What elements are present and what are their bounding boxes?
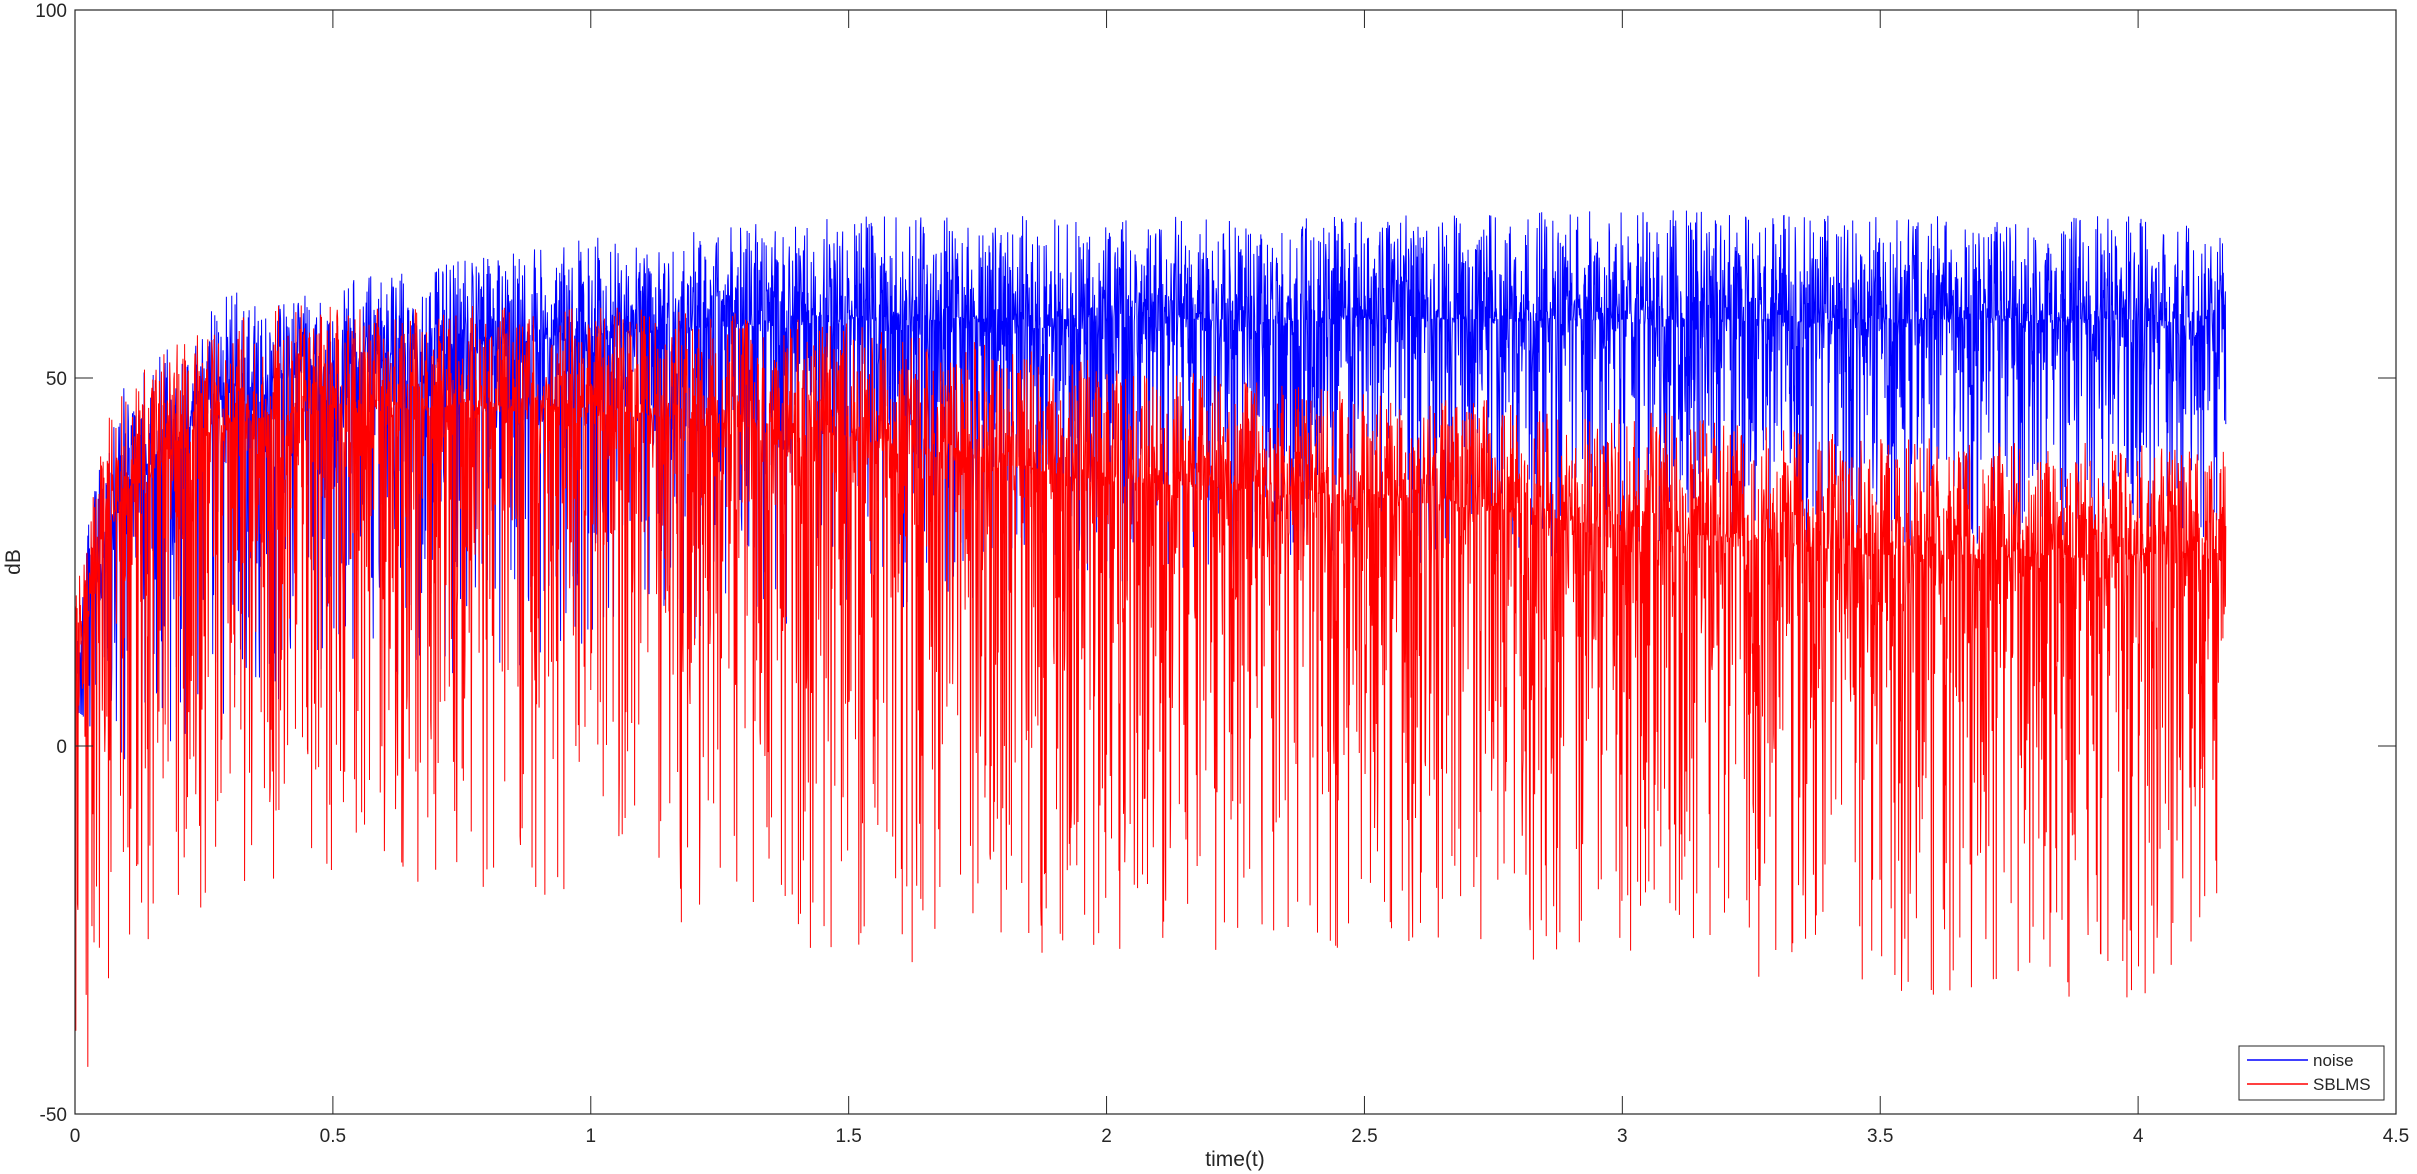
x-tick-label: 2: [1101, 1126, 1112, 1147]
x-tick-label: 0: [70, 1126, 81, 1147]
x-tick-label: 2.5: [1351, 1126, 1377, 1147]
y-axis-label: dB: [2, 549, 25, 575]
y-tick-label: 0: [56, 737, 67, 758]
series-line-sblms: [74, 305, 2227, 1067]
legend-label-noise: noise: [2313, 1051, 2354, 1070]
x-tick-label: 1.5: [835, 1126, 861, 1147]
x-tick-label: 0.5: [320, 1126, 346, 1147]
x-tick-label: 3.5: [1867, 1126, 1893, 1147]
x-tick-label: 3: [1617, 1126, 1628, 1147]
y-tick-label: 100: [35, 1, 67, 22]
x-axis-label: time(t): [1205, 1148, 1265, 1171]
y-tick-label: -50: [40, 1105, 67, 1126]
legend-label-sblms: SBLMS: [2313, 1075, 2371, 1094]
legend-box: [2238, 1045, 2385, 1101]
axes-box: [74, 9, 2397, 1115]
legend: noise SBLMS: [2238, 1045, 2385, 1101]
series-layer: [74, 210, 2227, 1067]
y-tick-label: 50: [46, 369, 67, 390]
x-tick-label: 4: [2133, 1126, 2144, 1147]
x-tick-label: 1: [585, 1126, 596, 1147]
x-tick-label: 4.5: [2383, 1126, 2409, 1147]
